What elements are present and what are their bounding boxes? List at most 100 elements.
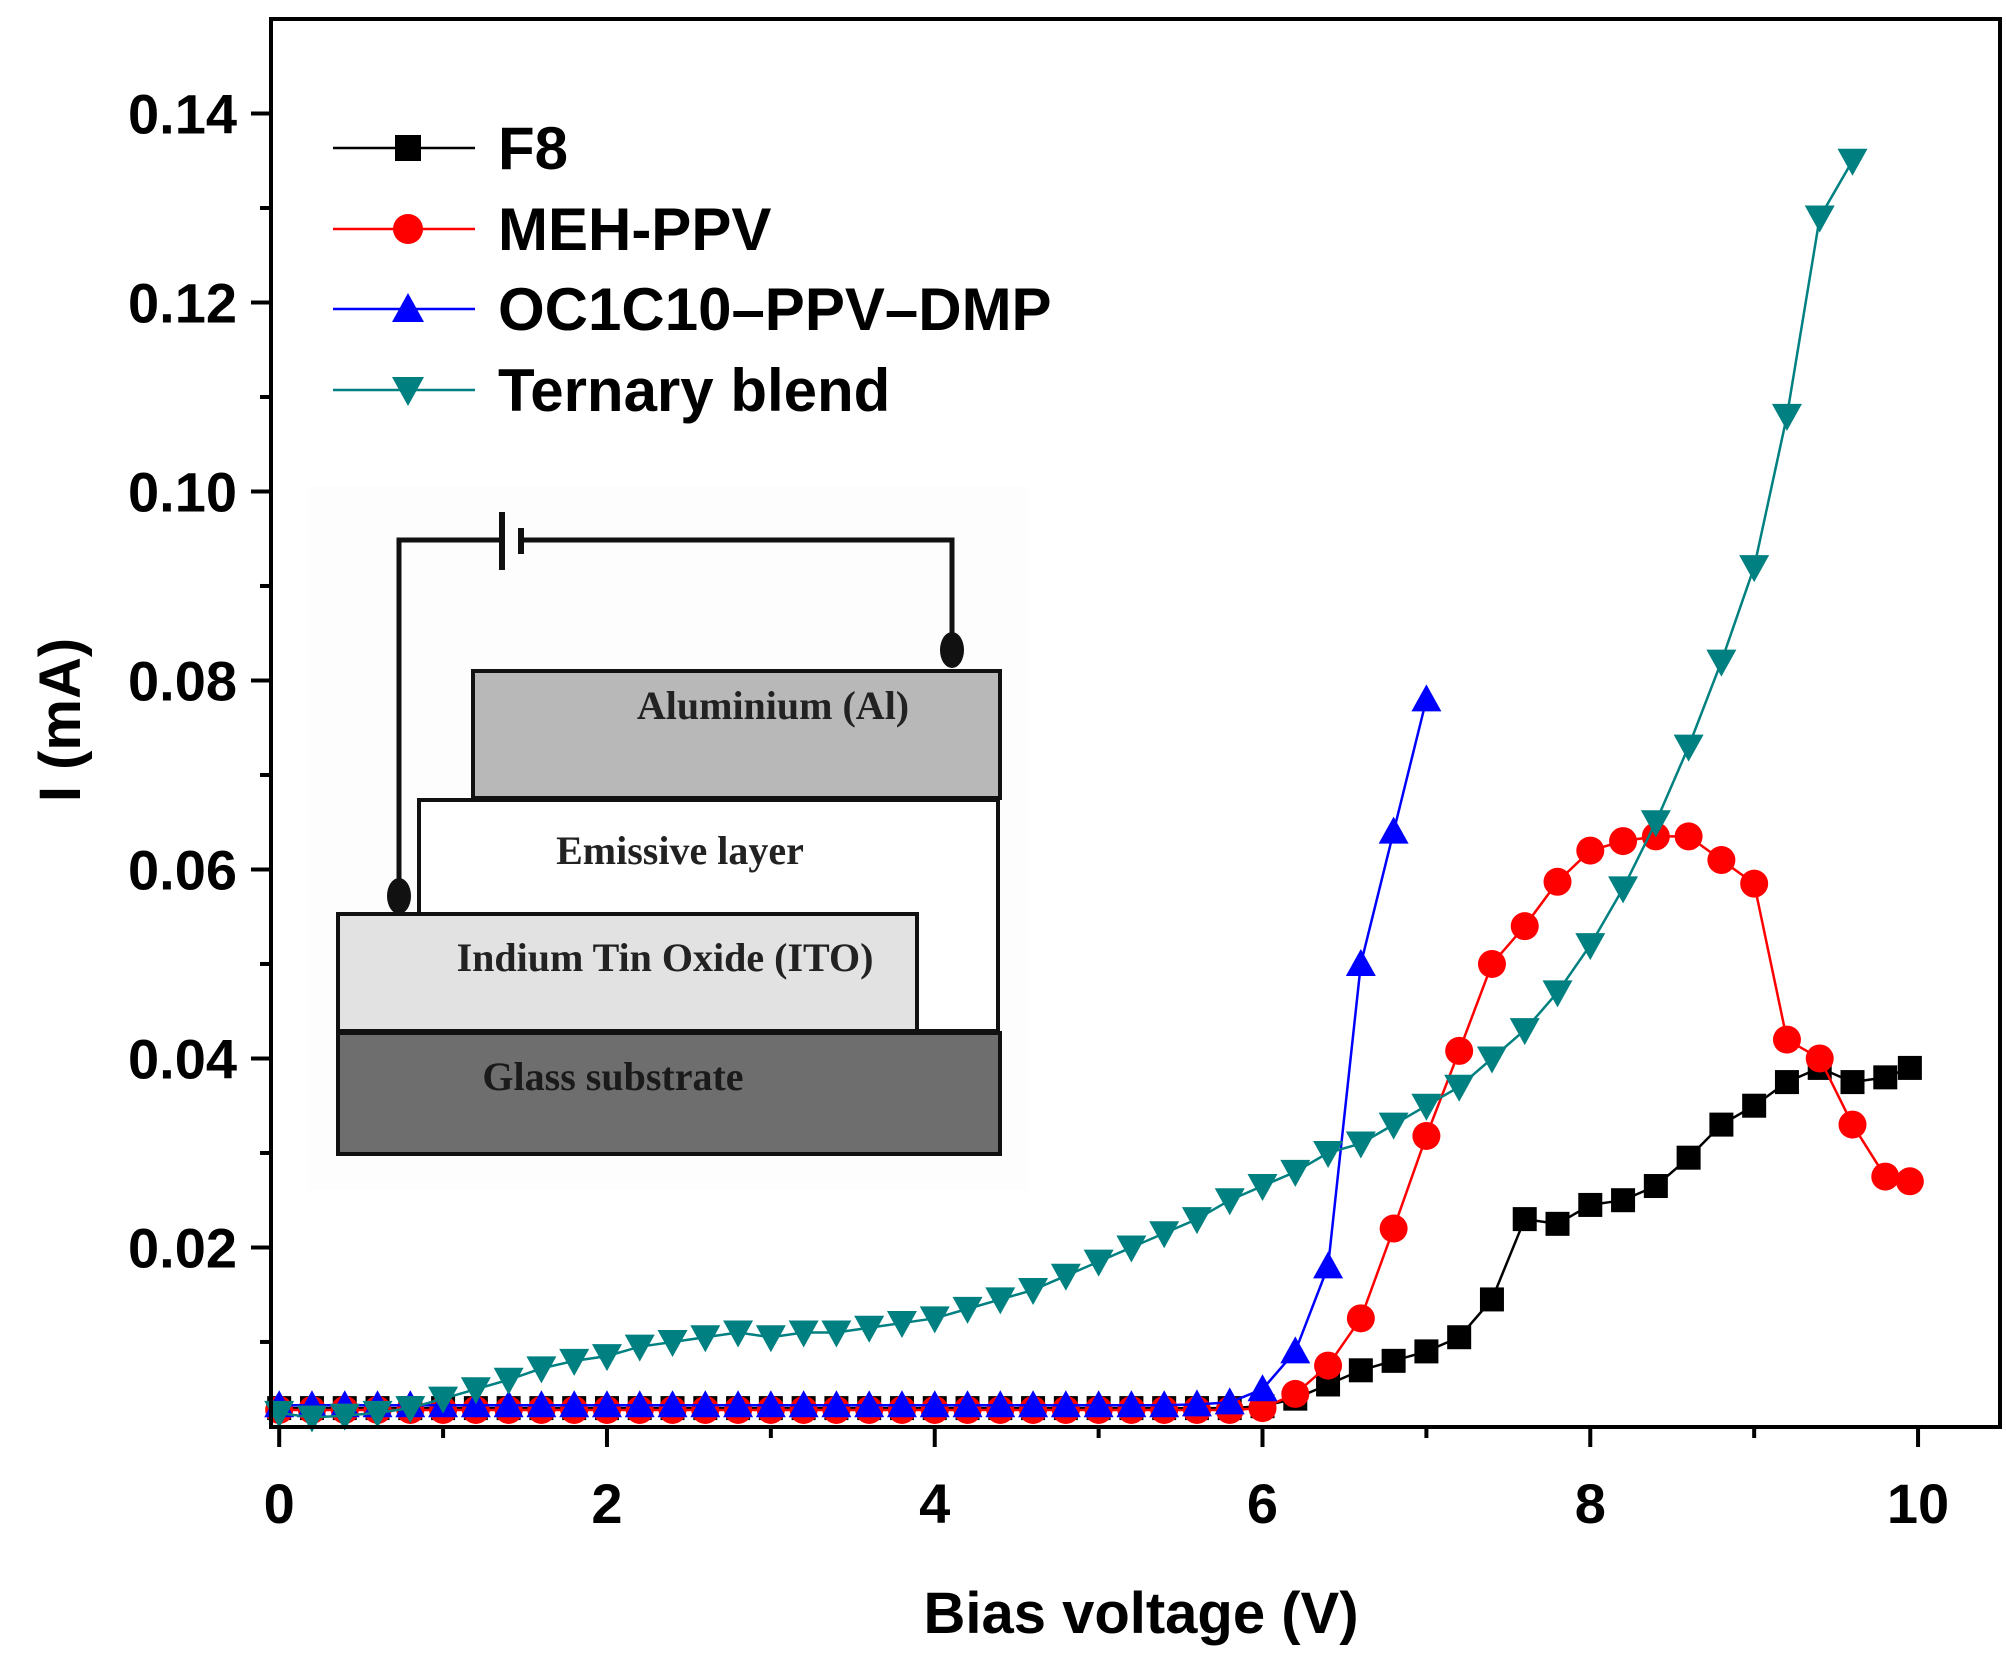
data-point-triangle-down <box>1476 1046 1507 1074</box>
data-point-triangle-up <box>1378 816 1409 844</box>
x-tick-label: 4 <box>919 1472 950 1535</box>
x-tick-label: 10 <box>1887 1472 1949 1535</box>
data-point-triangle-up <box>755 1390 786 1418</box>
x-tick-label: 0 <box>264 1472 295 1535</box>
data-point-triangle-up <box>1313 1251 1344 1279</box>
data-point-triangle-up <box>1149 1390 1180 1418</box>
data-point-triangle-up <box>886 1390 917 1418</box>
data-point-triangle-up <box>1083 1390 1114 1418</box>
layer-aluminium <box>471 669 1002 800</box>
contact-dot-al <box>940 632 964 668</box>
data-point-triangle-up <box>788 1390 819 1418</box>
data-point-triangle-up <box>919 1390 950 1418</box>
label-ito: Indium Tin Oxide (ITO) <box>457 935 874 980</box>
data-point-triangle-up <box>1247 1374 1278 1402</box>
data-point-square <box>1643 1174 1668 1199</box>
legend-item: Ternary blend <box>333 357 890 424</box>
data-point-square <box>1709 1112 1734 1137</box>
data-point-triangle-down <box>755 1325 786 1353</box>
data-point-circle <box>1576 836 1605 865</box>
x-tick-label: 2 <box>591 1472 622 1535</box>
y-tick-label: 0.14 <box>128 82 237 145</box>
data-point-triangle-down <box>460 1377 491 1405</box>
data-point-triangle-down <box>362 1400 393 1428</box>
data-point-triangle-up <box>624 1390 655 1418</box>
data-point-triangle-up <box>591 1390 622 1418</box>
data-point-triangle-down <box>854 1315 885 1343</box>
contact-dot-ito <box>387 878 411 914</box>
data-point-circle <box>1445 1036 1474 1065</box>
data-point-triangle-down <box>1050 1263 1081 1291</box>
data-point-triangle-up <box>526 1390 557 1418</box>
data-point-triangle-down <box>919 1306 950 1334</box>
legend-item: OC1C10–PPV–DMP <box>333 276 1052 343</box>
data-point-circle <box>1707 846 1736 875</box>
data-point-circle <box>1740 869 1769 898</box>
legend-label: F8 <box>498 115 568 182</box>
data-point-triangle-down <box>1542 980 1573 1008</box>
data-point-triangle-up <box>493 1390 524 1418</box>
data-point-square <box>1840 1070 1865 1095</box>
data-point-triangle-down <box>1575 933 1606 961</box>
data-point-circle <box>1895 1167 1924 1196</box>
data-point-triangle-down <box>1411 1093 1442 1121</box>
data-point-triangle-down <box>1247 1174 1278 1202</box>
y-tick-label: 0.08 <box>128 649 237 712</box>
y-tick-label: 0.02 <box>128 1216 237 1279</box>
series-ternary-blend <box>264 148 1868 1433</box>
data-point-square <box>1414 1339 1439 1364</box>
data-point-triangle-up <box>952 1390 983 1418</box>
data-point-triangle-down <box>1608 876 1639 904</box>
data-point-triangle-down <box>723 1320 754 1348</box>
data-point-square <box>1742 1093 1767 1118</box>
legend: F8 MEH-PPV OC1C10–PPV–DMP Ternary blend <box>333 115 1052 424</box>
data-point-circle <box>1772 1025 1801 1054</box>
legend-label: OC1C10–PPV–DMP <box>498 276 1052 343</box>
data-point-circle <box>1281 1379 1310 1408</box>
data-point-square <box>1348 1358 1373 1383</box>
data-point-triangle-down <box>952 1296 983 1324</box>
legend-item: F8 <box>333 115 568 182</box>
data-point-triangle-up <box>1181 1389 1212 1417</box>
label-aluminium: Aluminium (Al) <box>637 683 909 728</box>
data-point-triangle-down <box>1739 555 1770 583</box>
data-point-triangle-down <box>1509 1018 1540 1046</box>
y-tick-label: 0.10 <box>128 460 237 523</box>
data-point-circle <box>1346 1304 1375 1333</box>
data-point-triangle-down <box>1837 148 1868 176</box>
data-point-triangle-down <box>428 1386 459 1414</box>
data-point-triangle-up <box>985 1390 1016 1418</box>
data-point-triangle-up <box>559 1390 590 1418</box>
data-point-triangle-down <box>1378 1112 1409 1140</box>
data-point-triangle-down <box>821 1320 852 1348</box>
data-point-triangle-up <box>723 1390 754 1418</box>
label-emissive: Emissive layer <box>556 828 804 873</box>
data-point-triangle-down <box>1804 205 1835 233</box>
data-point-square <box>1611 1188 1636 1213</box>
data-point-circle <box>393 214 423 244</box>
data-point-triangle-down <box>985 1287 1016 1315</box>
x-axis-title: Bias voltage (V) <box>923 1581 1358 1646</box>
data-point-triangle-down <box>1673 734 1704 762</box>
data-point-triangle-down <box>559 1348 590 1376</box>
data-point-square <box>1676 1145 1701 1170</box>
data-point-triangle-down <box>1771 403 1802 431</box>
data-point-triangle-up <box>1050 1390 1081 1418</box>
data-point-square <box>1447 1325 1472 1350</box>
data-point-triangle-up <box>1411 684 1442 712</box>
circuit-wire <box>396 537 955 896</box>
data-point-triangle-down <box>526 1356 557 1384</box>
data-point-triangle-down <box>591 1344 622 1372</box>
data-point-triangle-down <box>1640 810 1671 838</box>
data-point-square <box>395 135 421 161</box>
data-point-triangle-down <box>1116 1235 1147 1263</box>
data-point-square <box>1545 1211 1570 1236</box>
series-layer <box>264 148 1924 1433</box>
data-point-square <box>1873 1065 1898 1090</box>
data-point-square <box>1897 1055 1922 1080</box>
data-point-circle <box>1838 1110 1867 1139</box>
y-tick-label: 0.06 <box>128 838 237 901</box>
data-point-circle <box>1412 1121 1441 1150</box>
data-point-triangle-down <box>1181 1207 1212 1235</box>
legend-label: Ternary blend <box>498 357 890 424</box>
